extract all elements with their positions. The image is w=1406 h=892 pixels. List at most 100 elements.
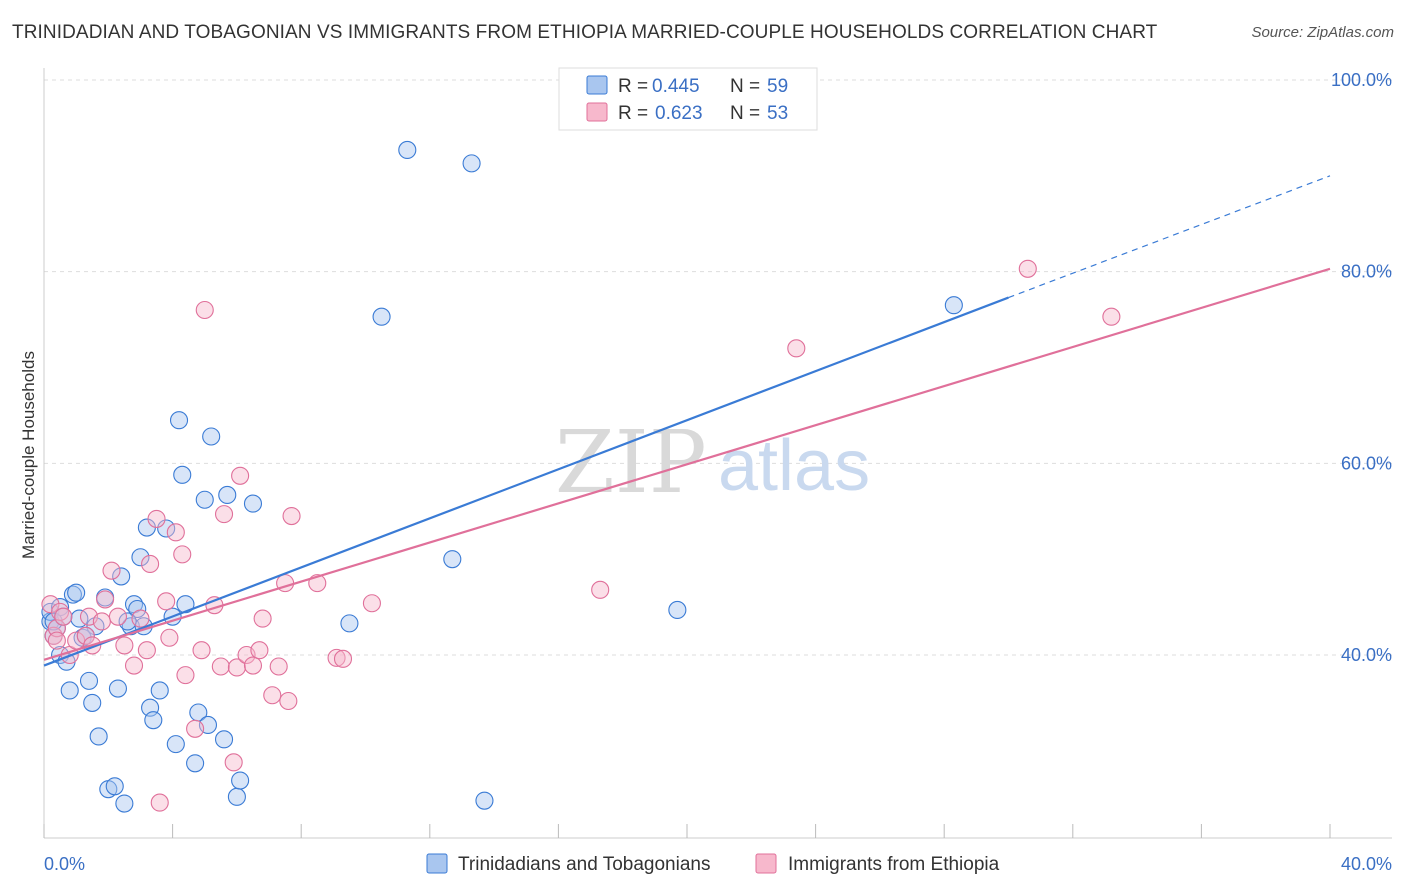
point-ethiopia — [253, 609, 272, 628]
point-trinidadians — [202, 427, 221, 446]
point-ethiopia — [166, 523, 185, 542]
x-tick-label-max: 40.0% — [1341, 854, 1392, 874]
point-ethiopia — [1018, 259, 1037, 278]
point-trinidadians — [372, 307, 391, 326]
bottom-legend-swatch-blue — [426, 853, 448, 874]
point-trinidadians — [443, 550, 462, 569]
chart-title: TRINIDADIAN AND TOBAGONIAN VS IMMIGRANTS… — [12, 22, 1158, 43]
source-label: Source: ZipAtlas.com — [1251, 24, 1394, 41]
y-tick-label: 100.0% — [1331, 70, 1392, 90]
point-trinidadians — [475, 791, 494, 810]
point-ethiopia — [333, 649, 353, 668]
point-ethiopia — [1102, 307, 1121, 326]
axes — [43, 68, 1392, 839]
point-ethiopia — [160, 628, 179, 647]
point-trinidadians — [150, 681, 169, 700]
legend-r-label-blue: R = — [618, 76, 648, 97]
point-trinidadians — [169, 411, 189, 430]
point-ethiopia — [282, 506, 301, 526]
point-ethiopia — [115, 636, 134, 655]
point-trinidadians — [128, 599, 147, 619]
point-ethiopia — [147, 509, 166, 528]
point-trinidadians — [131, 548, 150, 567]
point-ethiopia — [231, 466, 250, 485]
point-trinidadians — [83, 693, 102, 712]
point-ethiopia — [362, 594, 381, 613]
point-trinidadians — [186, 754, 205, 773]
point-trinidadians — [195, 490, 214, 509]
legend-n-label-blue: N = — [730, 76, 760, 97]
point-ethiopia — [787, 339, 806, 358]
point-ethiopia — [173, 545, 192, 564]
point-trinidadians — [340, 614, 359, 633]
legend-r-value-blue: 0.445 — [652, 76, 700, 97]
point-trinidadians — [63, 585, 82, 604]
stats-legend: R = 0.445 N = 59 R = 0.623 N = 53 — [558, 67, 818, 131]
point-trinidadians — [60, 681, 79, 700]
legend-r-label-pink: R = — [618, 103, 648, 124]
point-trinidadians — [173, 465, 192, 484]
point-trinidadians — [243, 494, 263, 513]
y-tick-label: 80.0% — [1341, 262, 1392, 282]
point-ethiopia — [195, 300, 214, 320]
series-legend: Trinidadians and Tobagonians Immigrants … — [426, 853, 1000, 875]
point-ethiopia — [214, 505, 234, 524]
trendline-ethiopia — [43, 267, 1331, 661]
point-ethiopia — [250, 641, 269, 660]
x-ticks — [43, 824, 1331, 838]
point-ethiopia — [54, 607, 73, 626]
point-ethiopia — [157, 592, 176, 611]
point-ethiopia — [269, 657, 288, 676]
trend-lines — [43, 175, 1331, 667]
point-trinidadians — [105, 777, 124, 796]
bottom-legend-swatch-pink — [755, 853, 777, 874]
grid-lines — [44, 79, 1392, 656]
y-axis-label: Married-couple Households — [19, 351, 38, 559]
y-tick-label: 60.0% — [1341, 453, 1392, 473]
legend-swatch-blue — [586, 75, 608, 95]
point-trinidadians — [227, 787, 246, 806]
legend-n-value-blue: 59 — [767, 76, 788, 97]
y-tick-labels: 40.0% 60.0% 80.0% 100.0% — [1331, 70, 1392, 665]
point-ethiopia — [211, 657, 230, 676]
trendline-trinidadians — [43, 296, 1009, 667]
point-trinidadians — [462, 154, 481, 173]
point-ethiopia — [150, 793, 169, 812]
point-ethiopia — [243, 656, 263, 675]
point-ethiopia — [591, 580, 610, 599]
point-trinidadians — [79, 671, 99, 690]
point-ethiopia — [124, 656, 144, 675]
trendline-trinidadians-extension — [1008, 175, 1331, 299]
legend-r-value-pink: 0.623 — [655, 103, 703, 124]
point-trinidadians — [231, 771, 250, 790]
x-tick-label-min: 0.0% — [44, 854, 85, 874]
point-trinidadians — [166, 735, 185, 754]
point-trinidadians — [944, 296, 963, 315]
point-trinidadians — [108, 679, 127, 698]
point-ethiopia — [137, 641, 156, 660]
point-trinidadians — [67, 583, 86, 602]
point-ethiopia — [51, 602, 70, 621]
legend-swatch-pink — [586, 102, 608, 122]
point-ethiopia — [102, 561, 121, 580]
point-ethiopia — [327, 648, 346, 667]
y-tick-label: 40.0% — [1341, 645, 1392, 665]
point-ethiopia — [227, 658, 246, 677]
point-ethiopia — [108, 607, 127, 626]
point-trinidadians — [115, 794, 134, 813]
bottom-legend-label-pink: Immigrants from Ethiopia — [788, 854, 1000, 875]
point-ethiopia — [47, 631, 66, 650]
legend-n-value-pink: 53 — [767, 103, 788, 124]
point-ethiopia — [176, 666, 195, 685]
point-trinidadians — [214, 730, 234, 749]
point-trinidadians — [398, 140, 417, 160]
point-ethiopia — [186, 719, 205, 738]
bottom-legend-label-blue: Trinidadians and Tobagonians — [458, 854, 710, 875]
point-ethiopia — [192, 641, 211, 660]
legend-n-label-pink: N = — [730, 103, 760, 124]
point-ethiopia — [279, 691, 298, 711]
point-trinidadians — [112, 567, 131, 586]
point-ethiopia — [263, 686, 282, 705]
series-ethiopia-points — [41, 259, 1121, 812]
